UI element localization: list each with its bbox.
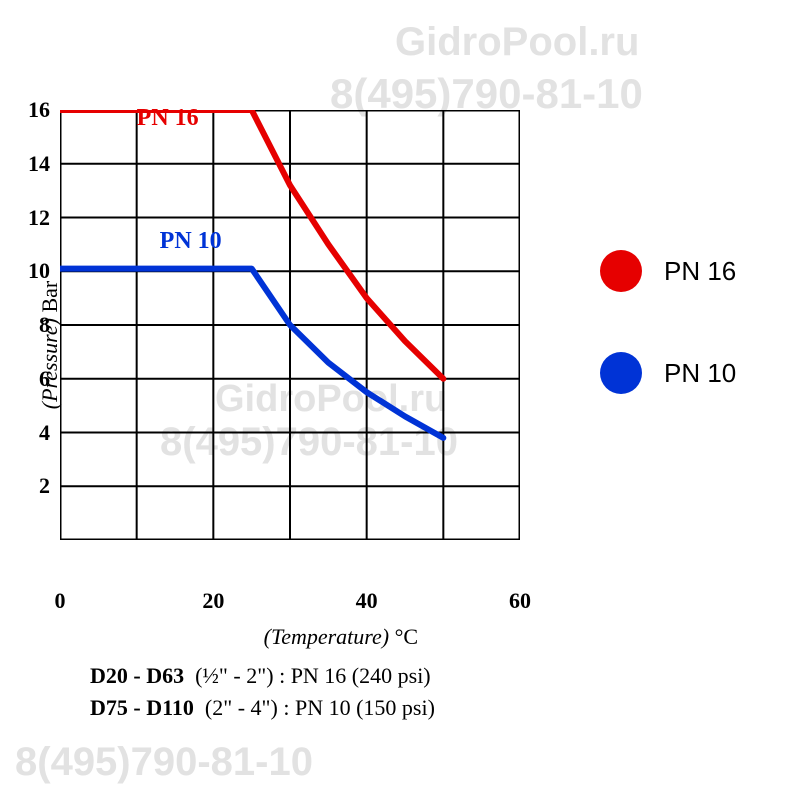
note-size: (2" - 4") [205, 695, 278, 720]
note-rating: PN 10 (150 psi) [295, 695, 435, 720]
x-tick: 60 [509, 580, 531, 614]
y-tick: 12 [28, 205, 60, 231]
watermark: 8(495)790-81-10 [15, 740, 313, 785]
series-label: PN 16 [137, 105, 199, 132]
note-line: D75 - D110 (2" - 4") : PN 10 (150 psi) [90, 692, 435, 724]
series-label: PN 10 [160, 228, 222, 255]
y-tick: 2 [39, 473, 60, 499]
legend-item-pn10: PN 10 [600, 352, 736, 394]
note-range: D75 - D110 [90, 695, 194, 720]
legend-item-pn16: PN 16 [600, 250, 736, 292]
note-rating: PN 16 (240 psi) [291, 663, 431, 688]
x-tick: 0 [55, 580, 66, 614]
legend-swatch [600, 250, 642, 292]
y-tick: 8 [39, 312, 60, 338]
size-rating-notes: D20 - D63 (½" - 2") : PN 16 (240 psi) D7… [90, 660, 435, 724]
note-size: (½" - 2") [195, 663, 273, 688]
y-tick: 10 [28, 258, 60, 284]
legend: PN 16 PN 10 [600, 250, 736, 454]
legend-swatch [600, 352, 642, 394]
legend-label: PN 10 [664, 358, 736, 389]
x-axis-title: (Temperature) °C [264, 624, 418, 650]
y-tick: 4 [39, 420, 60, 446]
note-range: D20 - D63 [90, 663, 184, 688]
x-axis-title-italic: (Temperature) [264, 624, 389, 649]
x-tick: 40 [356, 580, 378, 614]
y-axis-unit: Bar [37, 281, 62, 313]
legend-label: PN 16 [664, 256, 736, 287]
x-axis-unit: °C [395, 624, 418, 649]
chart-svg [60, 110, 520, 540]
watermark: GidroPool.ru [395, 20, 639, 65]
x-tick: 20 [202, 580, 224, 614]
y-tick: 6 [39, 366, 60, 392]
y-tick: 16 [28, 97, 60, 123]
note-line: D20 - D63 (½" - 2") : PN 16 (240 psi) [90, 660, 435, 692]
y-tick: 14 [28, 151, 60, 177]
pressure-temperature-chart: (Pressure) Bar (Temperature) °C 24681012… [60, 110, 560, 580]
